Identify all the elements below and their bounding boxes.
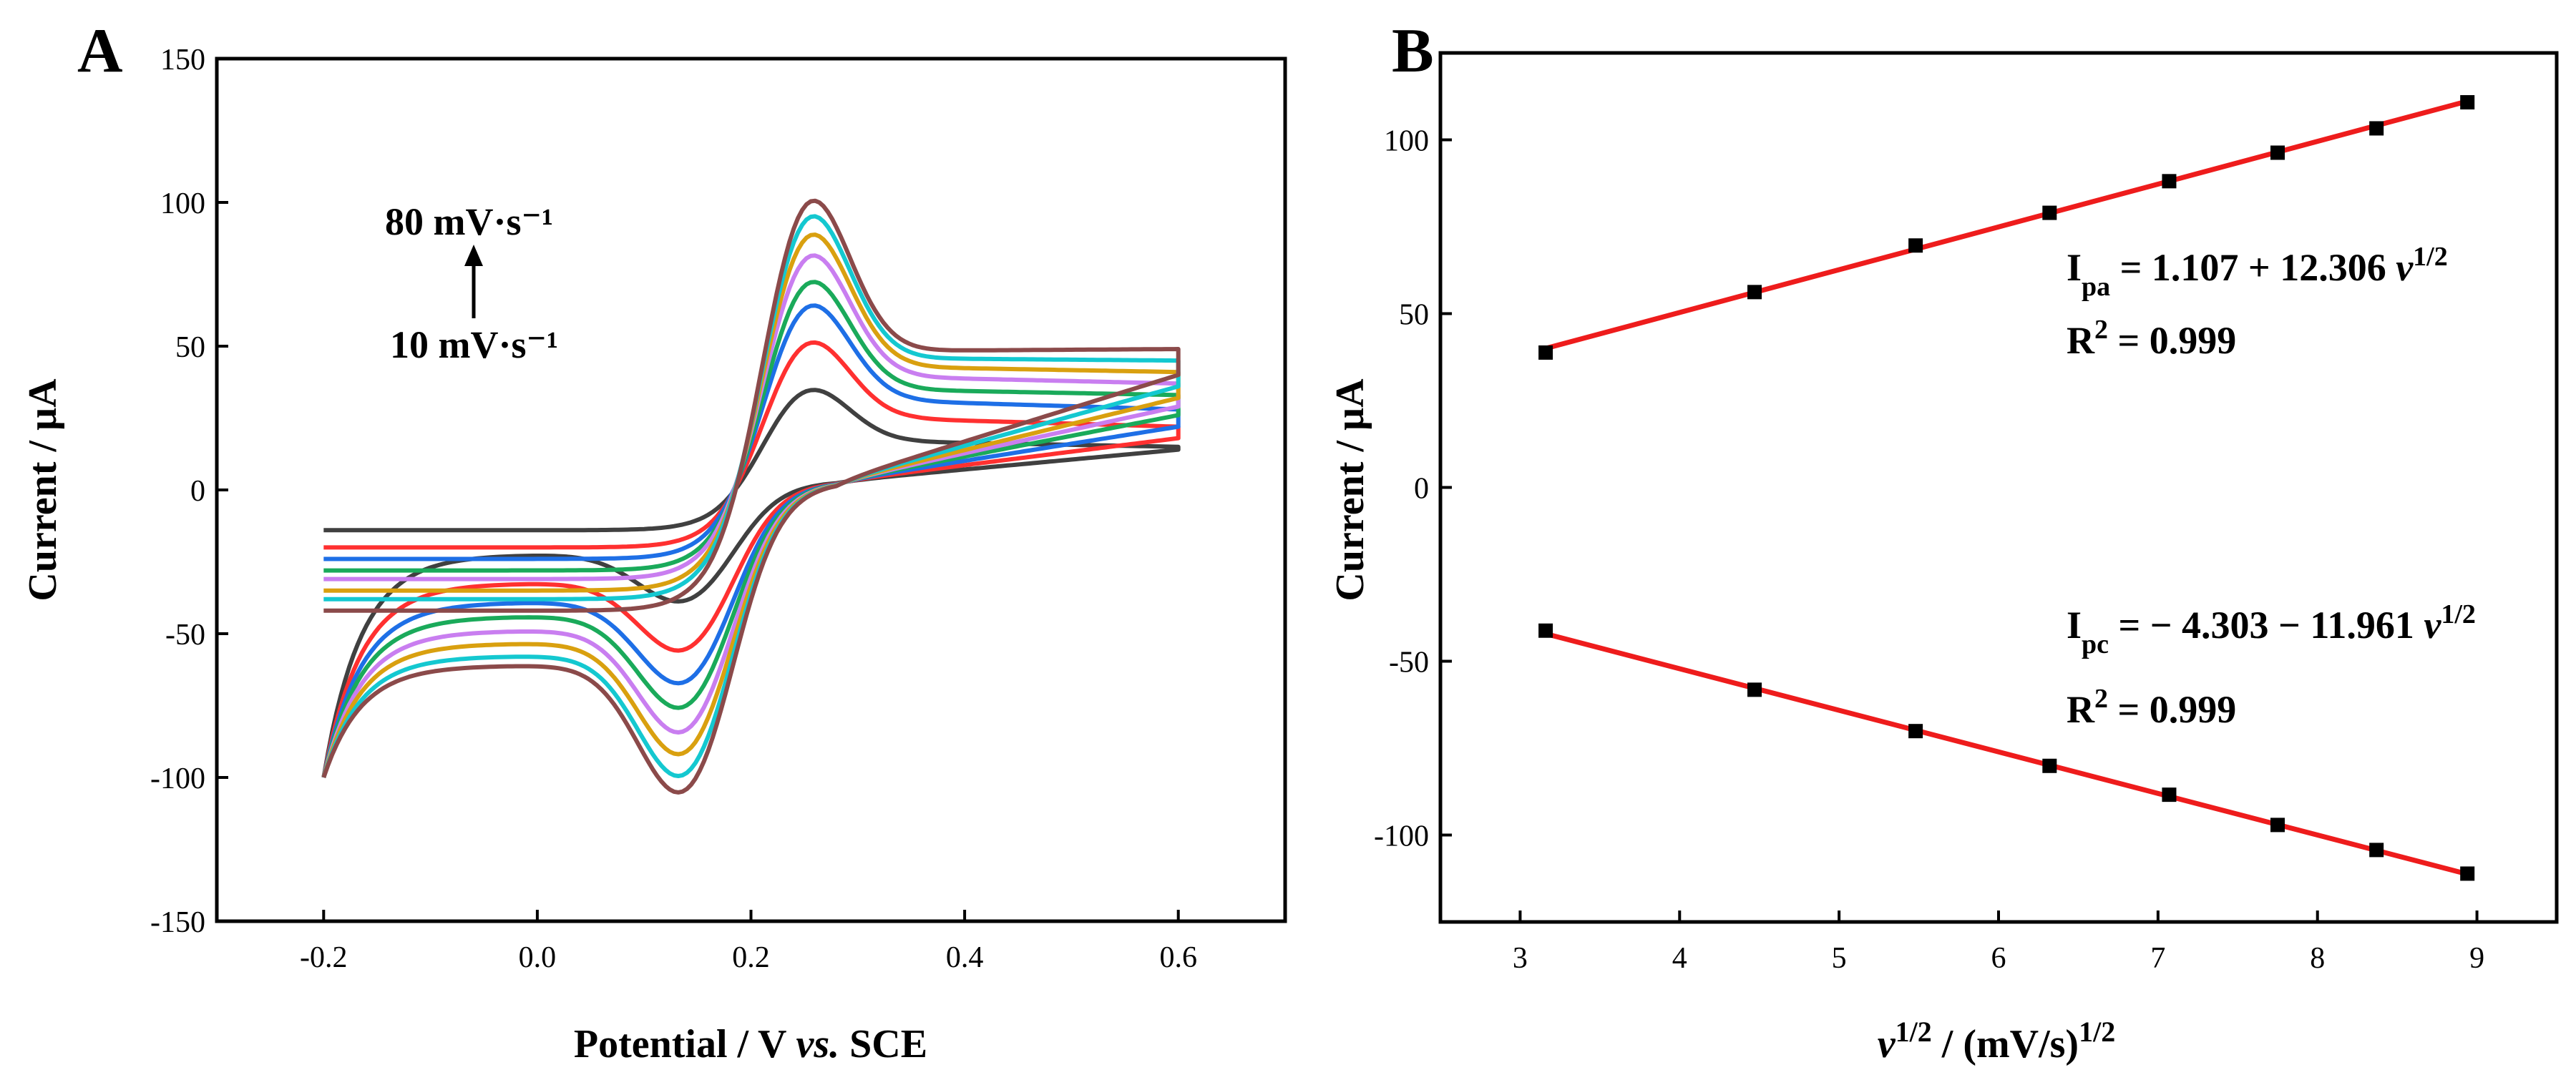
ipc-equation: Ipc = − 4.303 − 11.961 v1/2 xyxy=(2067,599,2476,659)
data-point-ipa xyxy=(2460,95,2475,110)
panel-a-y-tick-label: 0 xyxy=(190,475,205,508)
panel-b-y-axis-title: Current / µA xyxy=(1328,378,1372,602)
panel-b-y-tick-label: 0 xyxy=(1414,473,1429,506)
data-point-ipc xyxy=(2460,866,2475,881)
panel-b-y-ticks: -100 -50 0 50 100 xyxy=(1374,125,1452,853)
data-point-ipa xyxy=(2042,205,2057,220)
panel-b-x-ticks: 3 4 5 6 7 8 9 xyxy=(1513,910,2484,975)
panel-a-y-tick-label: 150 xyxy=(160,44,205,77)
ipa-r-squared: R2 = 0.999 xyxy=(2067,315,2236,362)
panel-b-x-tick-label: 8 xyxy=(2310,942,2325,975)
panel-a-y-tick-label: -50 xyxy=(165,619,205,652)
panel-b-y-tick-label: -50 xyxy=(1389,647,1429,679)
panel-a-x-tick-label: 0.6 xyxy=(1159,941,1197,974)
fit-line-ipc xyxy=(1545,631,2469,877)
panel-a-x-axis-title: Potential / V vs. SCE xyxy=(574,1022,927,1066)
scan-rate-low-label: 10 mV·s⁻¹ xyxy=(390,323,558,366)
data-point-ipc xyxy=(2162,787,2177,802)
panel-b-x-tick-label: 4 xyxy=(1672,942,1687,975)
data-point-ipa xyxy=(1908,238,1923,253)
cv-curve-1 xyxy=(321,388,1181,778)
panel-b-x-tick-label: 3 xyxy=(1513,942,1528,975)
panel-b-y-tick-label: 100 xyxy=(1384,125,1429,158)
data-point-ipc xyxy=(1908,724,1923,739)
fit-lines xyxy=(1545,99,2469,877)
data-points xyxy=(1538,95,2475,881)
scan-rate-arrow-head xyxy=(464,245,483,266)
panel-a-x-tick-label: 0.4 xyxy=(946,941,984,974)
panel-a-frame xyxy=(215,57,1287,923)
panel-b-y-tick-label: 50 xyxy=(1399,299,1429,332)
data-point-ipc xyxy=(2042,758,2057,773)
panel-a-y-axis-title: Current / µA xyxy=(21,378,65,602)
panel-a-x-tick-label: 0.2 xyxy=(732,941,770,974)
data-point-ipc xyxy=(1538,623,1553,638)
panel-a-y-tick-label: -100 xyxy=(150,762,205,795)
ipc-r-squared: R2 = 0.999 xyxy=(2067,684,2236,731)
panel-b-x-tick-label: 7 xyxy=(2150,942,2165,975)
data-point-ipa xyxy=(1747,285,1762,300)
cv-curve-8 xyxy=(321,198,1181,795)
data-point-ipa xyxy=(2270,145,2285,160)
panel-a-letter: A xyxy=(77,16,123,86)
panel-b-letter: B xyxy=(1392,16,1434,86)
data-point-ipa xyxy=(2162,174,2177,189)
panel-a-y-tick-label: -150 xyxy=(150,906,205,939)
data-point-ipa xyxy=(2369,121,2384,136)
cv-curve-3 xyxy=(321,303,1181,778)
data-point-ipc xyxy=(1747,682,1762,697)
panel-a-x-tick-label: 0.0 xyxy=(519,941,557,974)
panel-b-y-tick-label: -100 xyxy=(1374,820,1429,853)
panel-a: A -0.2 0.0 0.2 0.4 0.6 -150-100-50050100150 … xyxy=(21,16,1287,1066)
cv-curve-7 xyxy=(321,214,1181,778)
panel-b-x-tick-label: 6 xyxy=(1991,942,2006,975)
panel-b-x-axis-title: v1/2 / (mV/s)1/2 xyxy=(1878,1016,2115,1067)
panel-a-y-tick-label: 100 xyxy=(160,187,205,220)
panel-a-x-ticks: -0.2 0.0 0.2 0.4 0.6 xyxy=(300,910,1197,974)
panel-a-x-tick-label: -0.2 xyxy=(300,941,348,974)
panel-b-x-tick-label: 5 xyxy=(1832,942,1847,975)
panel-b-x-tick-label: 9 xyxy=(2469,942,2484,975)
data-point-ipc xyxy=(2270,818,2285,833)
panel-a-y-tick-label: 50 xyxy=(175,331,205,364)
cv-curve-6 xyxy=(321,232,1181,778)
cv-curves xyxy=(321,198,1181,795)
scan-rate-high-label: 80 mV·s⁻¹ xyxy=(385,200,553,243)
data-point-ipc xyxy=(2369,843,2384,858)
panel-a-y-ticks: -150 -100 -50 0 50 100 150 xyxy=(150,44,228,939)
cv-curve-2 xyxy=(321,340,1181,778)
panel-b-frame xyxy=(1438,51,2559,924)
data-point-ipa xyxy=(1538,345,1553,360)
panel-b: B 3 4 5 6 7 8 9 -100 -50 0 50 100 Ipa = 1.107 + 12… xyxy=(1328,16,2559,1067)
fit-line-ipa xyxy=(1545,99,2469,351)
ipa-equation: Ipa = 1.107 + 12.306 v1/2 xyxy=(2067,242,2448,302)
